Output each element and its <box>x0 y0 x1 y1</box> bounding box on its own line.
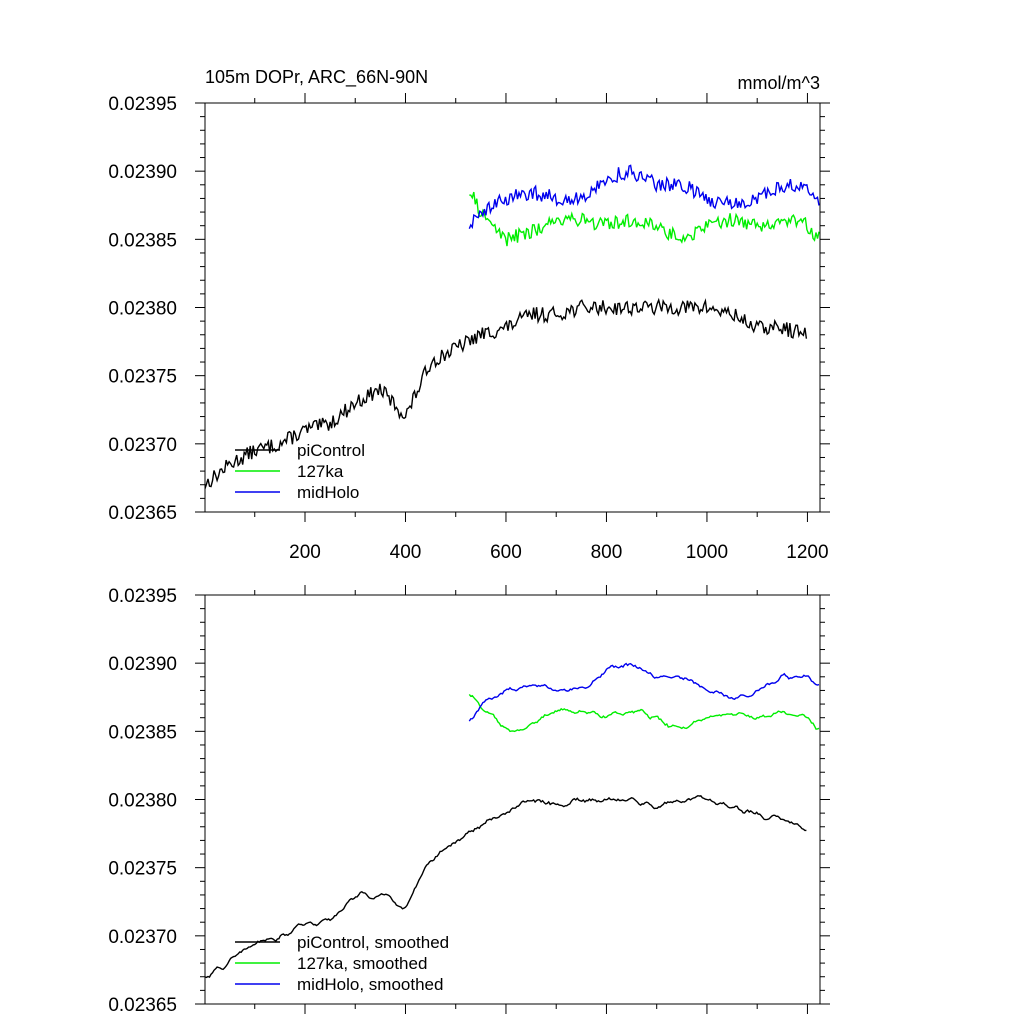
y-tick-label: 0.02365 <box>108 503 177 524</box>
legend-label: 127ka <box>297 462 344 481</box>
y-tick-label: 0.02370 <box>108 435 177 456</box>
y-tick-label: 0.02390 <box>108 162 177 183</box>
y-tick-label: 0.02395 <box>108 94 177 115</box>
x-tick-label: 1200 <box>786 542 828 563</box>
y-tick-label: 0.02390 <box>108 654 177 675</box>
y-tick-label: 0.02385 <box>108 230 177 251</box>
legend-label: midHolo, smoothed <box>297 975 443 994</box>
legend-label: piControl, smoothed <box>297 933 449 952</box>
bottom-panel: 0.02365 0.02370 0.02375 0.02380 0.02385 0.023… <box>108 585 830 1016</box>
x-tick-label: 1000 <box>686 542 728 563</box>
x-tick-label: 400 <box>390 542 422 563</box>
series-line-picontrol-smoothed <box>205 794 807 979</box>
x-tick-label: 600 <box>490 542 522 563</box>
units-label: mmol/m^3 <box>738 73 820 93</box>
y-tick-label: 0.02375 <box>108 367 177 388</box>
series-line-picontrol <box>205 297 808 489</box>
y-tick-label: 0.02385 <box>108 722 177 743</box>
series-line-127ka <box>469 191 820 247</box>
legend-label: midHolo <box>297 483 359 502</box>
y-tick-label: 0.02365 <box>108 995 177 1016</box>
x-tick-label: 200 <box>289 542 321 563</box>
top-panel: 200 400 600 800 1000 1200 0.02365 0.02370 0.0237… <box>108 67 830 563</box>
y-tick-label: 0.02380 <box>108 299 177 320</box>
y-tick-label: 0.02370 <box>108 927 177 948</box>
y-tick-label: 0.02375 <box>108 859 177 880</box>
x-tick-label: 800 <box>591 542 623 563</box>
y-tick-label: 0.02395 <box>108 586 177 607</box>
legend-label: piControl <box>297 441 365 460</box>
chart-title: 105m DOPr, ARC_66N-90N <box>205 67 428 88</box>
series-line-midholo-smoothed <box>468 662 820 722</box>
series-line-127ka-smoothed <box>468 693 820 733</box>
y-tick-label: 0.02380 <box>108 791 177 812</box>
legend-label: 127ka, smoothed <box>297 954 427 973</box>
series-line-midholo <box>468 164 820 230</box>
